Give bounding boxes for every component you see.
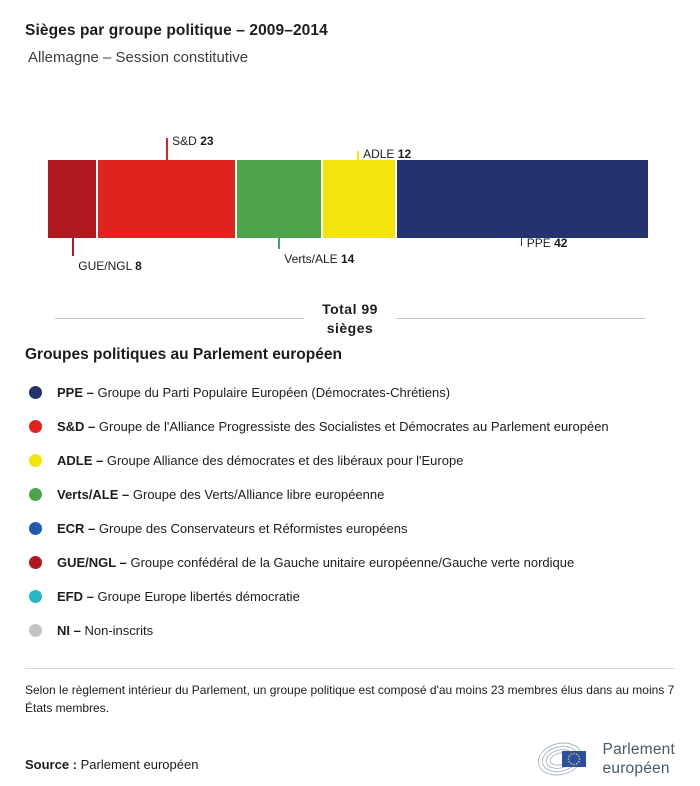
- bar-segment-s-d: [97, 160, 236, 238]
- callout-label: PPE 42: [526, 236, 568, 250]
- bar-callout-s-d: S&D 23: [166, 134, 214, 160]
- legend-list: PPE – Groupe du Parti Populaire Européen…: [25, 376, 675, 648]
- stacked-bar: GUE/NGL 8 S&D 23 Verts/ALE 14 ADLE 12 PPE 42: [48, 134, 649, 273]
- legend-label: S&D – Groupe de l'Alliance Progressiste …: [57, 419, 609, 435]
- bar-callout-ppe: PPE 42: [520, 236, 567, 250]
- legend-dot: [29, 386, 42, 400]
- legend-dot: [29, 454, 42, 468]
- callout-leader-line: [278, 238, 280, 249]
- source-line: Source : Parlement européen: [25, 757, 198, 772]
- bar-segment-ppe: [396, 160, 649, 238]
- european-parliament-logo: Parlement européen: [536, 736, 675, 782]
- legend-label: GUE/NGL – Groupe confédéral de la Gauche…: [57, 555, 575, 571]
- divider-rule-left: [55, 318, 305, 320]
- ep-logo-word2: européen: [602, 759, 670, 777]
- callout-leader-line: [520, 238, 523, 246]
- callout-leader-line: [166, 138, 168, 160]
- footer: Source : Parlement européen: [25, 736, 675, 782]
- source-label: Source :: [25, 756, 78, 772]
- callout-label: ADLE 12: [363, 147, 412, 161]
- legend-item-s-d: S&D – Groupe de l'Alliance Progressiste …: [25, 410, 675, 444]
- legend-item-ecr: ECR – Groupe des Conservateurs et Réform…: [25, 512, 675, 546]
- page-subtitle: Allemagne – Session constitutive: [28, 49, 249, 66]
- seats-stacked-bar-chart: GUE/NGL 8 S&D 23 Verts/ALE 14 ADLE 12 PPE 42: [48, 134, 649, 273]
- legend-dot: [29, 624, 42, 638]
- legend-dot: [29, 420, 42, 434]
- bar-callout-adle: ADLE 12: [357, 147, 411, 161]
- divider-rule-right: [395, 318, 645, 320]
- ep-logo-word1: Parlement: [602, 740, 675, 758]
- ep-logo-wordmark: Parlement européen: [603, 740, 675, 779]
- legend-label: EFD – Groupe Europe libertés démocratie: [57, 589, 300, 605]
- callout-label: Verts/ALE 14: [284, 252, 355, 266]
- legend-item-verts-ale: Verts/ALE – Groupe des Verts/Alliance li…: [25, 478, 675, 512]
- legend-item-gue-ngl: GUE/NGL – Groupe confédéral de la Gauche…: [25, 546, 675, 580]
- legend-dot: [29, 488, 42, 502]
- source-text: Parlement européen: [80, 756, 199, 772]
- total-seats-line2: sièges: [326, 319, 374, 336]
- legend-dot: [29, 522, 42, 536]
- legend-label: ADLE – Groupe Alliance des démocrates et…: [57, 453, 464, 469]
- total-seats-label: Total 99 sièges: [322, 300, 378, 338]
- legend-label: ECR – Groupe des Conservateurs et Réform…: [57, 521, 408, 537]
- callout-leader-line: [72, 238, 74, 256]
- total-seats-line1: Total 99: [322, 301, 378, 317]
- total-divider: Total 99 sièges: [55, 300, 645, 338]
- callout-label: GUE/NGL 8: [78, 259, 142, 273]
- bar-segment-adle: [323, 160, 395, 238]
- bar-segment-gue-ngl: [48, 160, 96, 238]
- legend-heading: Groupes politiques au Parlement européen: [25, 345, 342, 363]
- bar-callout-gue-ngl: GUE/NGL 8: [72, 238, 142, 273]
- callout-label: S&D 23: [172, 134, 214, 148]
- legend-item-efd: EFD – Groupe Europe libertés démocratie: [25, 580, 675, 614]
- ep-hemicycle-flag-icon: [537, 742, 586, 776]
- legend-label: PPE – Groupe du Parti Populaire Européen…: [57, 385, 451, 401]
- legend-label: Verts/ALE – Groupe des Verts/Alliance li…: [57, 487, 385, 503]
- bar-segment-verts-ale: [237, 160, 322, 238]
- footnote: Selon le règlement intérieur du Parlemen…: [25, 667, 675, 718]
- legend-dot: [29, 556, 42, 570]
- legend-item-ni: NI – Non-inscrits: [25, 614, 675, 648]
- legend-item-adle: ADLE – Groupe Alliance des démocrates et…: [25, 444, 675, 478]
- page-title: Sièges par groupe politique – 2009–2014: [25, 22, 328, 39]
- legend-dot: [29, 590, 42, 604]
- bar-callout-verts-ale: Verts/ALE 14: [278, 238, 354, 266]
- callout-leader-line: [357, 151, 359, 160]
- legend-item-ppe: PPE – Groupe du Parti Populaire Européen…: [25, 376, 675, 410]
- legend-label: NI – Non-inscrits: [57, 623, 154, 639]
